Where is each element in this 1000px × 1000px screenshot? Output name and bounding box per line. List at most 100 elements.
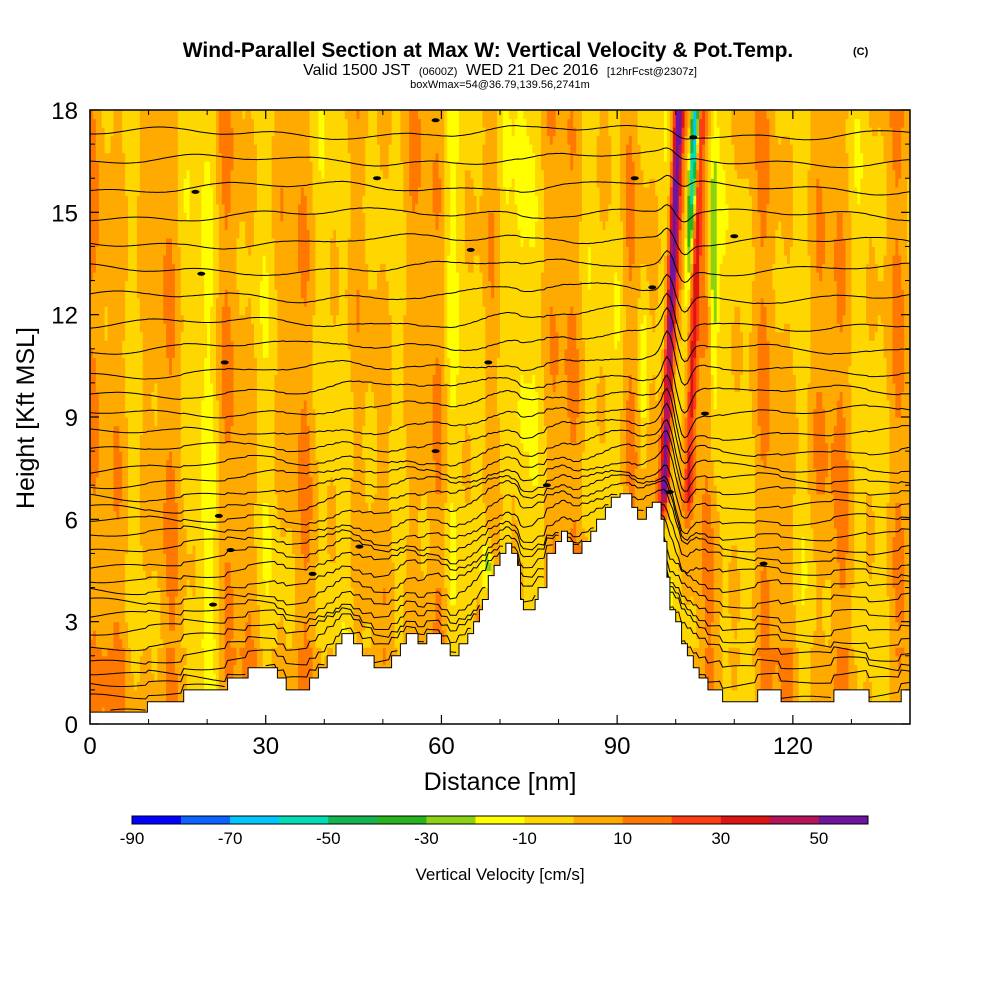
velocity-cell	[713, 161, 718, 324]
velocity-cell	[781, 237, 785, 333]
velocity-cell	[482, 502, 486, 546]
velocity-cell	[579, 110, 583, 222]
colorbar-swatch	[230, 816, 280, 824]
velocity-cell	[461, 110, 466, 444]
velocity-cell	[740, 374, 744, 724]
velocity-cell	[172, 110, 176, 265]
theta-contour	[90, 503, 910, 570]
velocity-cell	[854, 118, 858, 188]
velocity-cell	[224, 442, 229, 563]
velocity-cell	[306, 638, 311, 724]
velocity-cell	[95, 476, 100, 648]
velocity-cell	[658, 391, 662, 435]
velocity-cell	[687, 272, 691, 290]
velocity-cell	[385, 280, 390, 724]
velocity-cell	[728, 664, 732, 724]
velocity-cell	[122, 152, 126, 341]
velocity-cell	[620, 110, 624, 222]
velocity-cell	[303, 195, 308, 307]
velocity-cell	[766, 340, 771, 452]
velocity-cell	[772, 263, 776, 290]
velocity-cell	[485, 570, 489, 589]
velocity-cell	[160, 638, 164, 648]
velocity-cell	[245, 110, 249, 248]
velocity-cell	[330, 110, 334, 239]
velocity-cell	[403, 314, 407, 427]
velocity-cell	[895, 502, 899, 623]
velocity-cell	[898, 178, 902, 256]
velocity-cell	[602, 229, 607, 375]
velocity-cell	[262, 579, 267, 724]
velocity-cell	[104, 340, 109, 657]
velocity-cell	[643, 186, 648, 265]
contour-label-mark	[542, 483, 551, 488]
velocity-cell	[435, 357, 440, 495]
velocity-cell	[886, 110, 891, 401]
velocity-cell	[666, 476, 671, 495]
velocity-cell	[104, 306, 109, 341]
velocity-cell	[283, 630, 287, 724]
velocity-cell	[113, 510, 117, 623]
velocity-cell	[204, 110, 208, 162]
velocity-cell	[582, 110, 586, 341]
colorbar-swatch	[426, 816, 476, 824]
velocity-cell	[725, 203, 730, 230]
velocity-cell	[526, 135, 530, 239]
velocity-cell	[625, 246, 630, 401]
velocity-cell	[511, 178, 516, 495]
velocity-cell	[877, 127, 882, 282]
velocity-cell	[388, 110, 393, 145]
velocity-cell	[696, 152, 700, 171]
velocity-cell	[907, 263, 910, 724]
velocity-cell	[737, 570, 741, 623]
velocity-cell	[789, 110, 794, 145]
velocity-cell	[784, 254, 788, 324]
velocity-cell	[154, 110, 158, 384]
velocity-cell	[687, 502, 691, 512]
velocity-cell	[338, 110, 343, 724]
velocity-cell	[262, 254, 267, 358]
velocity-cell	[705, 630, 709, 648]
velocity-cell	[807, 382, 812, 495]
velocity-cell	[737, 306, 741, 393]
velocity-cell	[368, 621, 372, 648]
velocity-cell	[798, 110, 803, 724]
x-axis-ticks: 0 30 60 90 120	[83, 110, 911, 760]
velocity-cell	[330, 314, 334, 478]
velocity-cell	[95, 647, 100, 724]
velocity-cell	[795, 110, 800, 418]
theta-contour	[90, 430, 910, 492]
velocity-cell	[464, 502, 469, 648]
velocity-cell	[230, 110, 235, 128]
velocity-cell	[368, 510, 372, 623]
velocity-cell	[415, 110, 419, 205]
velocity-cell	[822, 212, 826, 265]
velocity-cell	[833, 237, 838, 282]
velocity-cell	[300, 297, 305, 410]
theta-contour	[90, 355, 910, 414]
velocity-cell	[731, 323, 735, 375]
velocity-cell	[839, 391, 844, 589]
velocity-cell	[312, 408, 317, 691]
velocity-cell	[895, 647, 899, 657]
velocity-cell	[669, 502, 674, 580]
velocity-cell	[488, 561, 492, 572]
velocity-cell	[221, 417, 226, 724]
velocity-cell	[485, 527, 489, 546]
theta-contour	[90, 273, 910, 313]
velocity-cell	[90, 110, 94, 282]
velocity-cell	[734, 647, 738, 691]
velocity-cell	[860, 178, 864, 691]
velocity-cell	[464, 425, 469, 503]
velocity-cell	[482, 544, 486, 589]
velocity-cell	[180, 647, 185, 724]
velocity-cell	[125, 110, 129, 196]
velocity-cell	[857, 203, 861, 691]
velocity-cell	[122, 357, 126, 648]
velocity-cell	[901, 110, 905, 128]
velocity-cell	[145, 579, 150, 648]
velocity-cell	[245, 621, 249, 717]
velocity-cell	[725, 110, 730, 205]
velocity-cell	[362, 212, 366, 427]
velocity-cell	[669, 161, 674, 188]
